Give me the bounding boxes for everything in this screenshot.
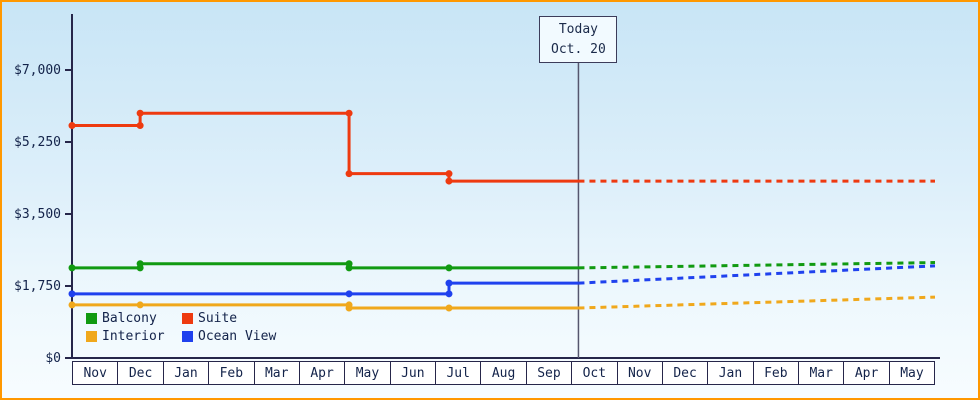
legend-item-suite: Suite (182, 311, 276, 326)
month-label: May (345, 361, 391, 385)
legend-label: Balcony (102, 311, 157, 326)
today-annotation-line2: Oct. 20 (551, 41, 606, 57)
data-point-suite (136, 109, 144, 117)
month-label: Aug (481, 361, 527, 385)
data-point-ocean-view (445, 279, 453, 287)
data-point-interior (136, 301, 144, 309)
series-projection-interior (578, 295, 936, 310)
data-point-interior (345, 304, 353, 312)
y-tick-label: $0 (45, 351, 61, 366)
today-annotation: Today Oct. 20 (539, 16, 618, 63)
y-tick-label: $3,500 (14, 207, 61, 222)
y-tick-label: $5,250 (14, 135, 61, 150)
data-point-balcony (445, 264, 453, 272)
month-label: Dec (118, 361, 164, 385)
data-point-suite (345, 109, 353, 117)
series-line-balcony (72, 262, 579, 270)
legend-label: Interior (102, 329, 165, 344)
month-label: Mar (254, 361, 300, 385)
data-point-suite (445, 170, 453, 178)
series-line-interior (72, 303, 579, 310)
legend-swatch-ocean-view (182, 331, 193, 342)
month-label: Mar (799, 361, 845, 385)
y-tick-label: $7,000 (14, 63, 61, 78)
data-point-balcony (68, 264, 76, 272)
month-label: Jul (436, 361, 482, 385)
data-point-ocean-view (345, 290, 353, 298)
month-label: Apr (844, 361, 890, 385)
month-label: May (889, 361, 936, 385)
series-projection-balcony (578, 261, 936, 270)
data-point-suite (345, 170, 353, 178)
month-label: Sep (526, 361, 573, 385)
month-label: Nov (617, 361, 663, 385)
legend-item-ocean-view: Ocean View (182, 329, 276, 344)
legend-label: Ocean View (198, 329, 277, 344)
y-tick-label: $1,750 (14, 279, 61, 294)
legend-swatch-balcony (86, 313, 97, 324)
legend-item-interior: Interior (86, 329, 182, 344)
month-label: Feb (753, 361, 799, 385)
data-point-suite (136, 122, 144, 130)
month-label: Apr (299, 361, 346, 385)
month-label: Feb (209, 361, 255, 385)
series-line-ocean-view (72, 281, 579, 296)
data-point-interior (68, 301, 76, 309)
data-point-balcony (136, 260, 144, 268)
month-label: Oct (572, 361, 618, 385)
series-line-suite (72, 111, 579, 183)
month-label: Jun (390, 361, 436, 385)
month-label: Jan (163, 361, 210, 385)
data-point-ocean-view (445, 290, 453, 298)
month-label: Dec (662, 361, 709, 385)
today-annotation-line1: Today (558, 22, 598, 37)
legend-swatch-suite (182, 313, 193, 324)
legend-swatch-interior (86, 331, 97, 342)
data-point-suite (445, 177, 453, 185)
legend-label: Suite (198, 311, 238, 326)
data-point-interior (445, 304, 453, 312)
month-axis: Nov Dec Jan Feb Mar Apr May Jun Jul Aug Sep Oct Nov D… (72, 361, 936, 385)
data-point-suite (68, 122, 76, 130)
month-label: Jan (708, 361, 754, 385)
series-projection-ocean-view (578, 264, 936, 285)
data-point-ocean-view (68, 290, 76, 298)
legend-item-balcony: Balcony (86, 311, 182, 326)
legend: Balcony Suite Interior Ocean View (86, 311, 276, 344)
data-point-balcony (345, 264, 353, 272)
month-label: Nov (73, 361, 119, 385)
